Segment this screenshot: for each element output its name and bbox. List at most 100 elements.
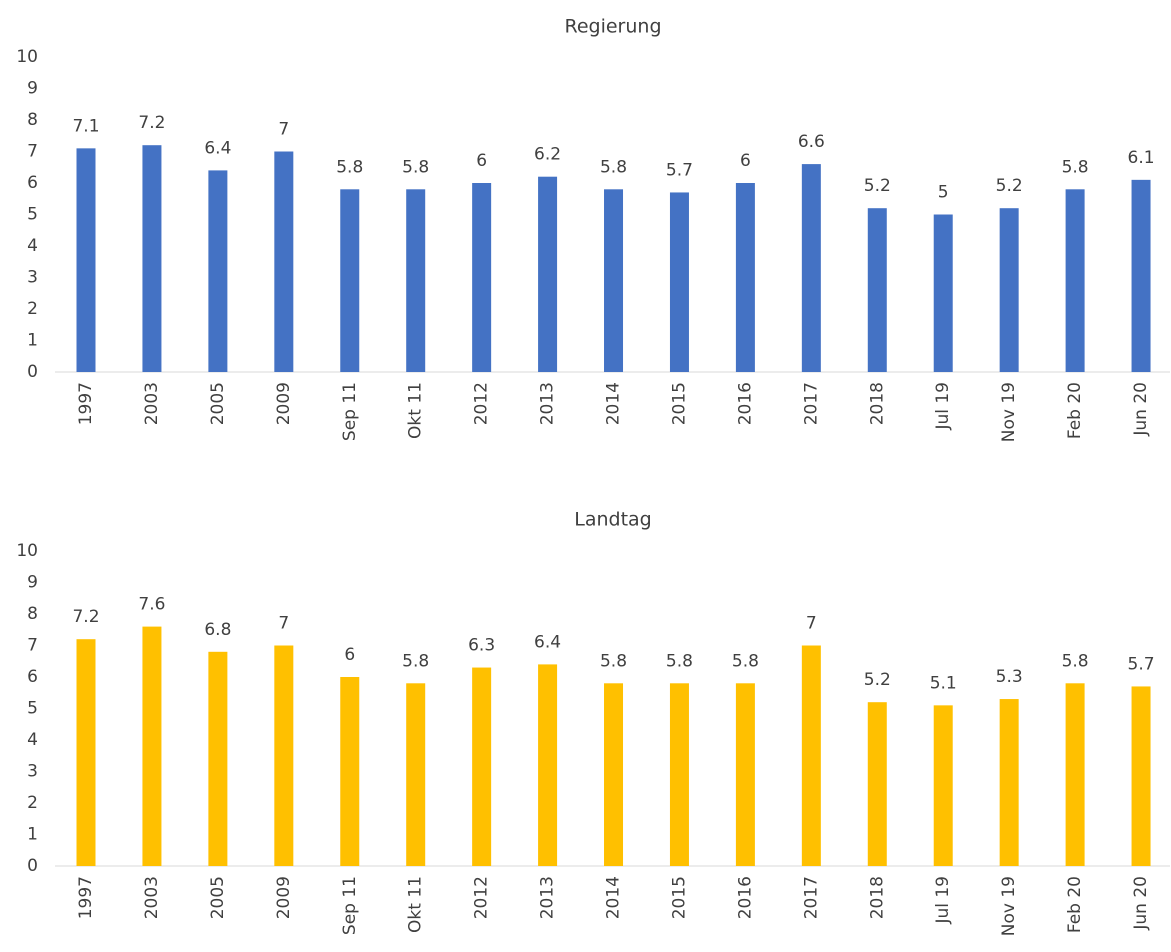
data-label: 5.8 [336, 157, 363, 177]
data-label: 6.2 [534, 145, 561, 165]
y-tick-label: 3 [27, 268, 38, 288]
bar [1131, 686, 1151, 866]
chart-title: Regierung [564, 16, 661, 38]
x-tick-label: Nov 19 [999, 382, 1019, 442]
data-label: 5.3 [996, 667, 1023, 687]
data-label: 5.7 [666, 160, 693, 180]
data-label: 6 [344, 645, 355, 665]
data-label: 5.8 [402, 157, 429, 177]
x-tick-label: Sep 11 [340, 876, 360, 935]
data-label: 5.2 [864, 670, 891, 690]
bar [933, 214, 953, 372]
x-tick-label: 2009 [274, 382, 294, 425]
y-tick-label: 9 [27, 573, 38, 593]
x-tick-label: 1997 [76, 876, 96, 919]
x-tick-label: Jul 19 [933, 382, 953, 431]
bar [406, 683, 426, 866]
bar [867, 702, 887, 866]
data-label: 6 [476, 151, 487, 171]
data-label: 5.8 [732, 651, 759, 671]
bar [274, 151, 294, 372]
data-label: 5.8 [600, 651, 627, 671]
x-tick-label: Sep 11 [340, 382, 360, 441]
x-tick-label: 2013 [538, 382, 558, 425]
bar [933, 705, 953, 866]
data-label: 7.2 [72, 607, 99, 627]
bar [1131, 179, 1151, 372]
bar [406, 189, 426, 372]
bar [801, 164, 821, 372]
x-tick-label: 2014 [604, 382, 624, 425]
y-tick-label: 8 [27, 604, 38, 624]
x-tick-label: 2015 [669, 382, 689, 425]
y-tick-label: 10 [16, 47, 38, 67]
y-tick-label: 4 [27, 730, 38, 750]
data-label: 6.4 [534, 632, 561, 652]
x-tick-label: 1997 [76, 382, 96, 425]
y-tick-label: 2 [27, 299, 38, 319]
data-label: 7.2 [138, 113, 165, 133]
x-tick-label: Jul 19 [933, 876, 953, 925]
bar [142, 145, 162, 372]
y-tick-label: 3 [27, 762, 38, 782]
bar [472, 667, 492, 866]
y-tick-label: 6 [27, 667, 38, 687]
x-tick-label: 2015 [669, 876, 689, 919]
bar [76, 639, 96, 866]
bar [999, 699, 1019, 866]
data-label: 5.8 [666, 651, 693, 671]
data-label: 6 [740, 151, 751, 171]
bar [604, 683, 624, 866]
bar [274, 645, 294, 866]
y-tick-label: 10 [16, 541, 38, 561]
x-tick-label: 2014 [604, 876, 624, 919]
x-tick-label: Feb 20 [1065, 876, 1085, 933]
x-tick-label: 2003 [142, 382, 162, 425]
x-tick-label: 2017 [801, 876, 821, 919]
x-tick-label: Feb 20 [1065, 382, 1085, 439]
x-tick-label: 2012 [472, 382, 492, 425]
y-tick-label: 0 [27, 856, 38, 876]
data-label: 5.8 [600, 157, 627, 177]
y-tick-label: 6 [27, 173, 38, 193]
bar [801, 645, 821, 866]
data-label: 7.1 [72, 116, 99, 136]
bar [538, 176, 558, 372]
data-label: 5 [938, 183, 949, 203]
y-tick-label: 4 [27, 236, 38, 256]
y-tick-label: 0 [27, 362, 38, 382]
bar [142, 626, 162, 866]
data-label: 5.2 [996, 176, 1023, 196]
bar [735, 183, 755, 372]
bar [1065, 683, 1085, 866]
x-tick-label: 2016 [735, 876, 755, 919]
data-label: 7.6 [138, 595, 165, 615]
data-label: 5.8 [1062, 157, 1089, 177]
data-label: 6.1 [1128, 148, 1155, 168]
data-label: 7 [806, 614, 817, 634]
x-tick-label: 2016 [735, 382, 755, 425]
x-tick-label: 2013 [538, 876, 558, 919]
y-tick-label: 7 [27, 142, 38, 162]
bar [604, 189, 624, 372]
bar [208, 651, 228, 866]
data-label: 6.8 [204, 620, 231, 640]
data-label: 6.4 [204, 138, 231, 158]
bar [472, 183, 492, 372]
x-tick-label: Nov 19 [999, 876, 1019, 936]
y-tick-label: 1 [27, 331, 38, 351]
x-tick-label: Jun 20 [1131, 382, 1151, 437]
chart-title: Landtag [574, 509, 651, 531]
bar [538, 664, 558, 866]
data-label: 6.3 [468, 636, 495, 656]
y-tick-label: 1 [27, 825, 38, 845]
data-label: 7 [278, 614, 289, 634]
data-label: 5.2 [864, 176, 891, 196]
bar [340, 189, 360, 372]
bar [76, 148, 96, 372]
y-tick-label: 5 [27, 205, 38, 225]
bar [999, 208, 1019, 372]
bar [669, 192, 689, 372]
data-label: 5.1 [930, 673, 957, 693]
